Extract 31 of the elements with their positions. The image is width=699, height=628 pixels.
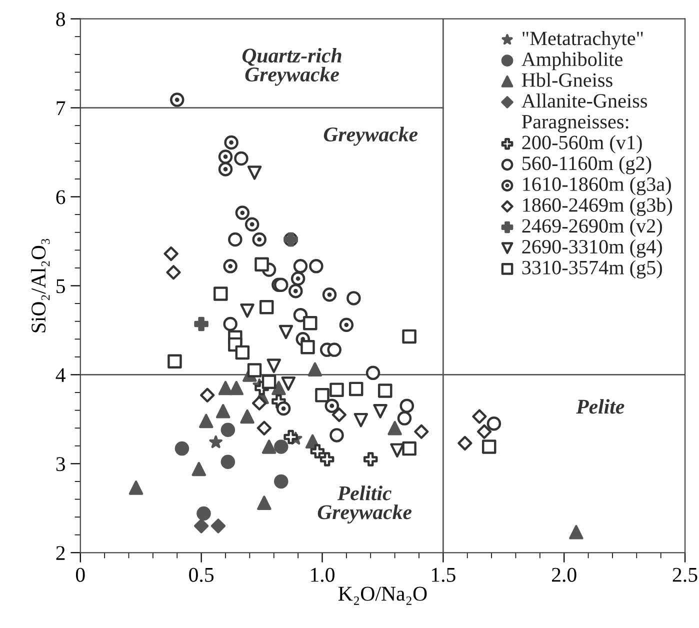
- y-axis-title: SiO₂/Al₂O₃: [30, 238, 50, 332]
- legend-label: 1860-2469m (g3b): [523, 198, 672, 216]
- y-tick-label: 8: [56, 12, 66, 26]
- annotation: Pelitic Greywacke: [318, 486, 412, 524]
- annotation: Greywacke: [324, 126, 418, 146]
- y-tick-label: 5: [56, 279, 65, 294]
- x-tick-label: 0.5: [189, 568, 214, 582]
- y-tick-label: 2: [56, 546, 65, 560]
- x-axis-title: K₂O/Na₂O: [338, 586, 427, 605]
- legend-label: Allanite-Gneiss: [522, 94, 648, 108]
- y-tick-label: 6: [56, 190, 66, 204]
- y-tick-label: 3: [56, 457, 65, 472]
- legend-label: Hbl-Gneiss: [522, 72, 612, 87]
- legend-label: 200-560m (v1): [522, 135, 642, 154]
- legend-label: 3310-3574m (g5): [522, 260, 662, 279]
- legend-label: 2469-2690m (v2): [522, 218, 662, 237]
- legend-label: "Metatrachyte": [522, 31, 643, 50]
- x-tick-label: 2.0: [552, 568, 576, 582]
- y-tick-label: 4: [56, 368, 66, 382]
- annotation: Pelite: [576, 399, 624, 414]
- annotation: Quartz-rich Greywacke: [242, 48, 342, 86]
- x-tick-label: 0: [76, 568, 85, 582]
- legend-label: 2690-3310m (g4): [522, 239, 662, 258]
- legend-label: Amphibolite: [522, 52, 622, 70]
- legend-label: 1610-1860m (g3a): [523, 176, 671, 196]
- y-tick-label: 7: [56, 101, 66, 116]
- x-tick-label: 1.5: [432, 568, 456, 582]
- annotation: Paragneisses:: [522, 114, 628, 133]
- x-tick-label: 1.0: [311, 568, 334, 582]
- x-tick-label: 2.5: [672, 568, 698, 582]
- legend-label: 560-1160m (g2): [522, 156, 652, 174]
